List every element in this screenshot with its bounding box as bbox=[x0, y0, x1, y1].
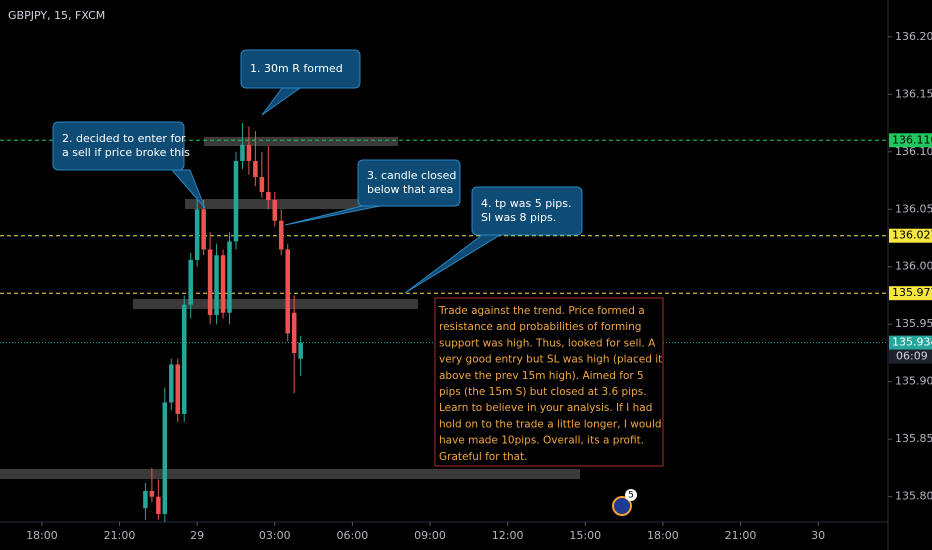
candle-body bbox=[188, 259, 193, 305]
timer-label: 06:09 bbox=[896, 350, 928, 363]
note-text: very good entry but SL was high (placed … bbox=[439, 354, 662, 366]
callout-box bbox=[357, 159, 461, 207]
candle-body bbox=[194, 209, 200, 260]
note-text: resistance and probabilities of forming bbox=[439, 321, 641, 333]
note-box bbox=[434, 297, 664, 467]
candle-body bbox=[227, 241, 232, 313]
callout-text: Sl was 8 pips. bbox=[481, 211, 556, 224]
note-text: support was high. Thus, looked for sell.… bbox=[439, 337, 656, 349]
callout-text: a sell if price broke this bbox=[62, 146, 190, 159]
y-tick-label: 136.150 bbox=[895, 87, 932, 100]
y-tick-label: 135.850 bbox=[895, 432, 932, 445]
callout-text: 3. candle closed bbox=[367, 169, 456, 182]
note-text: Learn to believe in your analysis. If I … bbox=[439, 402, 652, 414]
candle-body bbox=[266, 192, 271, 201]
candle-body bbox=[291, 312, 297, 353]
candle-body bbox=[246, 144, 252, 161]
x-tick-label: 03:00 bbox=[259, 529, 291, 542]
x-tick-label: 06:00 bbox=[337, 529, 369, 542]
y-tick-label: 135.900 bbox=[895, 375, 932, 388]
x-tick-label: 30 bbox=[811, 529, 825, 542]
level-label: 136.110 bbox=[892, 133, 932, 146]
zone bbox=[204, 137, 398, 146]
zone bbox=[185, 199, 360, 209]
candle-body bbox=[278, 220, 284, 250]
candle-body bbox=[207, 249, 213, 316]
y-tick-label: 136.100 bbox=[895, 145, 932, 158]
candle-body bbox=[214, 255, 219, 316]
candle-body bbox=[240, 144, 245, 161]
candle-body bbox=[149, 490, 155, 497]
x-tick-label: 18:00 bbox=[647, 529, 679, 542]
badge-count: 5 bbox=[628, 491, 634, 501]
note-text: above the prev 15m high). Aimed for 5 bbox=[439, 370, 644, 382]
candle-body bbox=[298, 342, 303, 359]
level-label: 135.934 bbox=[892, 336, 932, 349]
note-text: have made 10pips. Overall, its a profit. bbox=[439, 435, 644, 447]
candle-body bbox=[233, 160, 239, 242]
badge bbox=[625, 489, 637, 501]
level-badge bbox=[889, 133, 932, 148]
x-tick-label: 15:00 bbox=[569, 529, 601, 542]
candle-body bbox=[169, 364, 174, 403]
candle-body bbox=[143, 490, 148, 509]
callout-text: 2. decided to enter for bbox=[62, 132, 186, 145]
note-text: pips (the 15m S) but closed at 3.6 pips. bbox=[439, 386, 647, 398]
candle-body bbox=[175, 364, 181, 414]
y-tick-label: 136.200 bbox=[895, 30, 932, 43]
level-badge bbox=[889, 335, 932, 350]
zone bbox=[0, 469, 580, 479]
level-badge bbox=[889, 286, 932, 301]
chart-title: GBPJPY, 15, FXCM bbox=[8, 9, 105, 22]
candle-body bbox=[285, 249, 290, 334]
y-tick-label: 135.950 bbox=[895, 317, 932, 330]
candle-body bbox=[156, 496, 161, 514]
callout-text: 1. 30m R formed bbox=[250, 62, 343, 75]
level-label: 135.977 bbox=[892, 286, 932, 299]
x-tick-label: 12:00 bbox=[492, 529, 524, 542]
callout-text: 4. tp was 5 pips. bbox=[481, 197, 572, 210]
note-text: Grateful for that. bbox=[439, 451, 528, 463]
candle-body bbox=[272, 200, 278, 221]
note-text: hold on to the trade a little longer, I … bbox=[439, 418, 662, 430]
candle-body bbox=[181, 304, 187, 414]
candle-body bbox=[220, 255, 226, 313]
y-tick-label: 135.800 bbox=[895, 490, 932, 503]
x-tick-label: 18:00 bbox=[26, 529, 58, 542]
level-badge bbox=[889, 228, 932, 243]
x-tick-label: 21:00 bbox=[725, 529, 757, 542]
candle-body bbox=[259, 177, 265, 193]
event-icon: 5 bbox=[612, 489, 637, 516]
note-text: Trade against the trend. Price formed a bbox=[438, 305, 645, 317]
candle-body bbox=[201, 209, 206, 250]
callout-box bbox=[52, 121, 185, 171]
level-label: 136.027 bbox=[892, 229, 932, 242]
callout-text: below that area bbox=[367, 183, 453, 196]
x-tick-label: 29 bbox=[190, 529, 204, 542]
candle-body bbox=[162, 402, 168, 514]
timer-badge bbox=[889, 349, 932, 364]
callout-box bbox=[240, 49, 361, 89]
callout-box bbox=[471, 186, 583, 236]
zone bbox=[133, 299, 418, 309]
y-tick-label: 136.050 bbox=[895, 202, 932, 215]
candle-body bbox=[253, 160, 258, 178]
x-tick-label: 21:00 bbox=[104, 529, 136, 542]
flag-icon bbox=[612, 496, 632, 516]
x-tick-label: 09:00 bbox=[414, 529, 446, 542]
y-tick-label: 136.000 bbox=[895, 260, 932, 273]
